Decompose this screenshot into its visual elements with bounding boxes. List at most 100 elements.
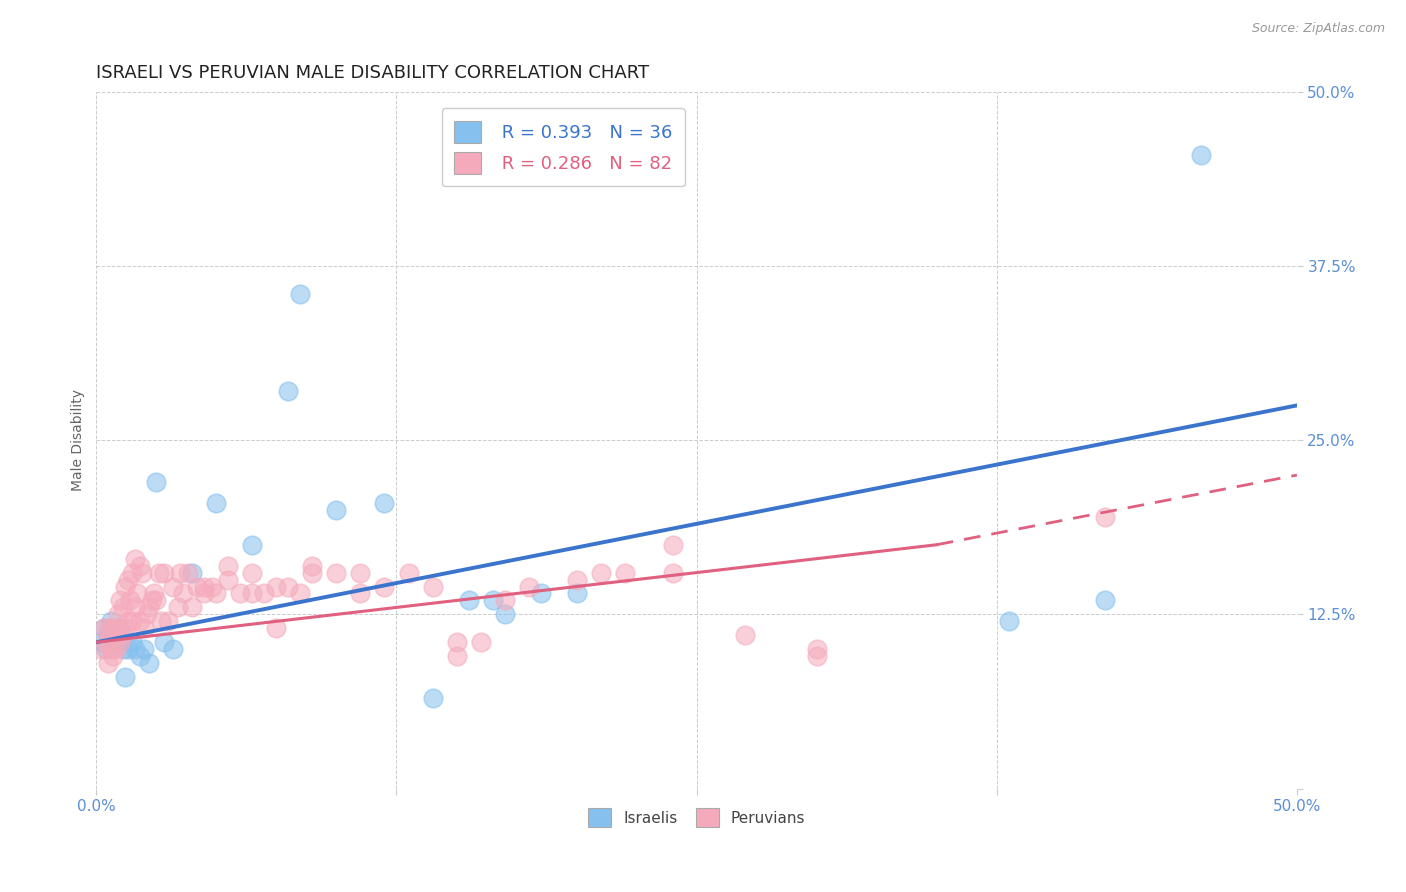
Point xyxy=(301,558,323,573)
Point xyxy=(97,628,120,642)
Point xyxy=(101,649,124,664)
Point xyxy=(277,580,299,594)
Point xyxy=(470,635,492,649)
Point xyxy=(446,649,468,664)
Point xyxy=(143,586,166,600)
Point xyxy=(94,642,117,657)
Legend: Israelis, Peruvians: Israelis, Peruvians xyxy=(582,802,811,833)
Point xyxy=(242,538,264,552)
Point xyxy=(253,586,276,600)
Point xyxy=(1189,147,1212,161)
Point xyxy=(290,586,312,600)
Point xyxy=(128,615,150,629)
Point xyxy=(565,586,588,600)
Point xyxy=(266,621,288,635)
Point xyxy=(93,621,115,635)
Point xyxy=(162,580,184,594)
Point xyxy=(117,615,139,629)
Point xyxy=(110,635,132,649)
Point xyxy=(1094,593,1116,607)
Point xyxy=(589,566,612,580)
Point xyxy=(181,600,204,615)
Point xyxy=(661,538,683,552)
Point xyxy=(529,586,551,600)
Point xyxy=(205,496,228,510)
Point xyxy=(565,573,588,587)
Point xyxy=(349,586,371,600)
Point xyxy=(111,642,134,657)
Point xyxy=(806,649,828,664)
Point xyxy=(457,593,479,607)
Point xyxy=(446,635,468,649)
Point xyxy=(169,566,191,580)
Point xyxy=(134,642,156,657)
Point xyxy=(517,580,540,594)
Point xyxy=(661,566,683,580)
Point xyxy=(134,621,156,635)
Point xyxy=(217,558,239,573)
Point xyxy=(266,580,288,594)
Point xyxy=(107,635,129,649)
Point xyxy=(481,593,503,607)
Point xyxy=(1094,509,1116,524)
Y-axis label: Male Disability: Male Disability xyxy=(72,389,86,491)
Point xyxy=(90,635,112,649)
Point xyxy=(613,566,636,580)
Point xyxy=(104,642,127,657)
Point xyxy=(107,607,129,622)
Point xyxy=(141,593,163,607)
Point xyxy=(301,566,323,580)
Point xyxy=(176,566,198,580)
Point xyxy=(117,573,139,587)
Point xyxy=(167,600,190,615)
Point xyxy=(217,573,239,587)
Point xyxy=(290,287,312,301)
Point xyxy=(193,586,215,600)
Point xyxy=(135,607,157,622)
Point xyxy=(145,593,167,607)
Point xyxy=(101,635,124,649)
Point xyxy=(201,580,224,594)
Point xyxy=(422,580,444,594)
Point xyxy=(114,621,136,635)
Point xyxy=(117,642,139,657)
Point xyxy=(138,656,160,670)
Point xyxy=(111,628,134,642)
Point xyxy=(349,566,371,580)
Point xyxy=(148,566,170,580)
Point xyxy=(152,566,174,580)
Point xyxy=(181,566,204,580)
Point xyxy=(242,586,264,600)
Text: ISRAELI VS PERUVIAN MALE DISABILITY CORRELATION CHART: ISRAELI VS PERUVIAN MALE DISABILITY CORR… xyxy=(97,64,650,82)
Point xyxy=(104,621,127,635)
Point xyxy=(118,593,141,607)
Point xyxy=(152,635,174,649)
Point xyxy=(124,551,146,566)
Point xyxy=(277,384,299,399)
Point xyxy=(494,593,516,607)
Point xyxy=(325,566,347,580)
Point xyxy=(121,566,143,580)
Point xyxy=(398,566,420,580)
Point xyxy=(150,615,173,629)
Point xyxy=(104,628,127,642)
Point xyxy=(242,566,264,580)
Point xyxy=(94,635,117,649)
Point xyxy=(373,580,395,594)
Point xyxy=(193,580,215,594)
Point xyxy=(422,690,444,705)
Point xyxy=(128,558,150,573)
Point xyxy=(121,615,143,629)
Point xyxy=(734,628,756,642)
Point xyxy=(97,656,120,670)
Point xyxy=(93,621,115,635)
Point xyxy=(124,600,146,615)
Point xyxy=(101,621,124,635)
Point xyxy=(229,586,252,600)
Point xyxy=(110,593,132,607)
Point xyxy=(110,621,132,635)
Point xyxy=(107,628,129,642)
Point xyxy=(806,642,828,657)
Point xyxy=(97,621,120,635)
Point xyxy=(186,580,208,594)
